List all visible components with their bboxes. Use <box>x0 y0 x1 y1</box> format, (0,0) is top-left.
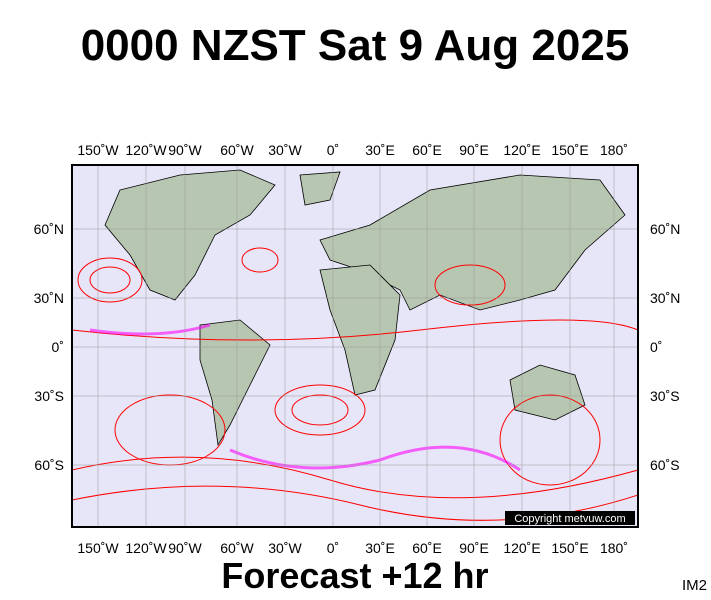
lon-label-bottom: 180˚ <box>600 540 628 556</box>
lon-label-top: 120˚W <box>125 142 167 158</box>
lat-label-left: 0˚ <box>52 339 64 355</box>
lon-label-bottom: 150˚E <box>551 540 588 556</box>
lat-label-right: 60˚N <box>650 221 680 237</box>
lon-label-bottom: 120˚E <box>503 540 540 556</box>
copyright-bg <box>505 511 635 525</box>
lat-label-left: 30˚S <box>34 388 64 404</box>
lat-label-right: 30˚N <box>650 290 680 306</box>
lon-label-bottom: 0˚ <box>327 540 339 556</box>
lon-label-top: 60˚E <box>412 142 442 158</box>
lon-label-top: 180˚ <box>600 142 628 158</box>
lat-label-right: 30˚S <box>650 388 680 404</box>
lon-label-bottom: 60˚W <box>220 540 254 556</box>
lat-label-left: 30˚N <box>34 290 64 306</box>
map: Copyright metvuw.com <box>71 164 639 528</box>
lat-label-left: 60˚N <box>34 221 64 237</box>
lon-label-top: 150˚E <box>551 142 588 158</box>
copyright: Copyright metvuw.com <box>514 513 625 525</box>
lat-label-right: 0˚ <box>650 339 662 355</box>
lon-label-bottom: 30˚E <box>365 540 395 556</box>
image-id: IM2 <box>682 577 707 594</box>
lon-label-bottom: 120˚W <box>125 540 167 556</box>
lat-label-left: 60˚S <box>34 457 64 473</box>
map-frame <box>71 164 639 528</box>
lon-label-top: 30˚W <box>268 142 302 158</box>
lon-label-top: 150˚W <box>77 142 119 158</box>
lon-label-top: 60˚W <box>220 142 254 158</box>
forecast-label: Forecast +12 hr <box>221 555 488 596</box>
lon-label-bottom: 150˚W <box>77 540 119 556</box>
lon-label-top: 30˚E <box>365 142 395 158</box>
lon-label-top: 90˚E <box>459 142 489 158</box>
graticule <box>72 165 638 527</box>
lon-label-top: 90˚W <box>168 142 202 158</box>
lon-label-top: 120˚E <box>503 142 540 158</box>
lon-label-bottom: 60˚E <box>412 540 442 556</box>
lon-label-bottom: 30˚W <box>268 540 302 556</box>
lon-label-bottom: 90˚E <box>459 540 489 556</box>
title: 0000 NZST Sat 9 Aug 2025 <box>81 21 630 70</box>
lon-label-bottom: 90˚W <box>168 540 202 556</box>
lon-label-top: 0˚ <box>327 142 339 158</box>
lat-label-right: 60˚S <box>650 457 680 473</box>
